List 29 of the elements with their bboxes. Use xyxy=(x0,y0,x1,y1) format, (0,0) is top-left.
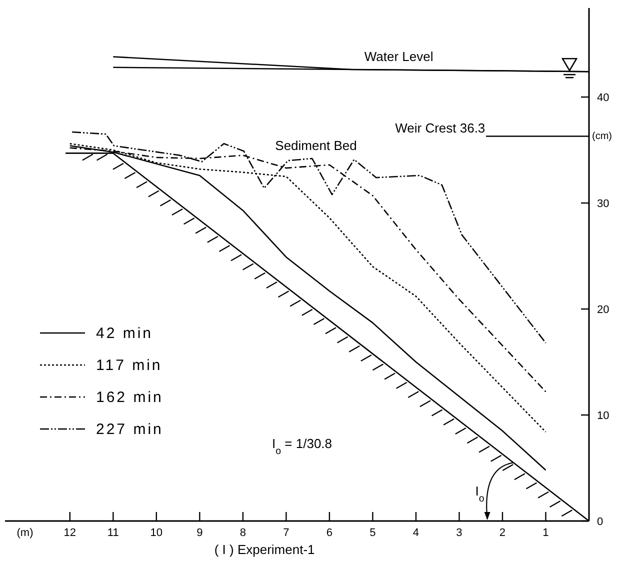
y-tick-label: 10 xyxy=(597,410,610,422)
y-tick-label: 0 xyxy=(597,516,604,528)
x-tick-label: 6 xyxy=(326,527,333,539)
legend-label: 117 min xyxy=(96,357,162,374)
x-tick-label: 8 xyxy=(240,527,246,539)
x-tick-label: 5 xyxy=(370,527,376,539)
x-tick-label: 1 xyxy=(542,527,549,539)
x-tick-label: 9 xyxy=(196,527,203,539)
x-axis-title: (m) xyxy=(16,527,34,539)
y-axis-title: (cm) xyxy=(592,130,612,142)
legend-label: 227 min xyxy=(96,421,164,438)
x-tick-label: 7 xyxy=(283,527,290,539)
x-tick-label: 3 xyxy=(456,527,462,539)
x-tick-label: 2 xyxy=(499,527,506,539)
y-tick-label: 40 xyxy=(597,92,610,104)
y-tick-label: 20 xyxy=(597,304,610,316)
x-tick-label: 10 xyxy=(150,527,163,539)
annotation: Water Level xyxy=(364,49,434,64)
annotation: Sediment Bed xyxy=(275,138,357,153)
annotation: I$_{o}$ = 1/30.8 xyxy=(272,436,332,456)
legend-label: 162 min xyxy=(96,389,164,406)
text: ( I ) Experiment-1 xyxy=(214,542,315,557)
x-tick-label: 11 xyxy=(107,527,119,539)
annotation: I$_{o}$ xyxy=(475,484,485,504)
y-tick-label: 30 xyxy=(597,198,610,210)
annotation: Weir Crest 36.3 xyxy=(395,120,486,136)
legend-label: 42 min xyxy=(96,325,154,342)
x-tick-label: 4 xyxy=(412,527,420,539)
x-tick-label: 12 xyxy=(64,527,76,539)
